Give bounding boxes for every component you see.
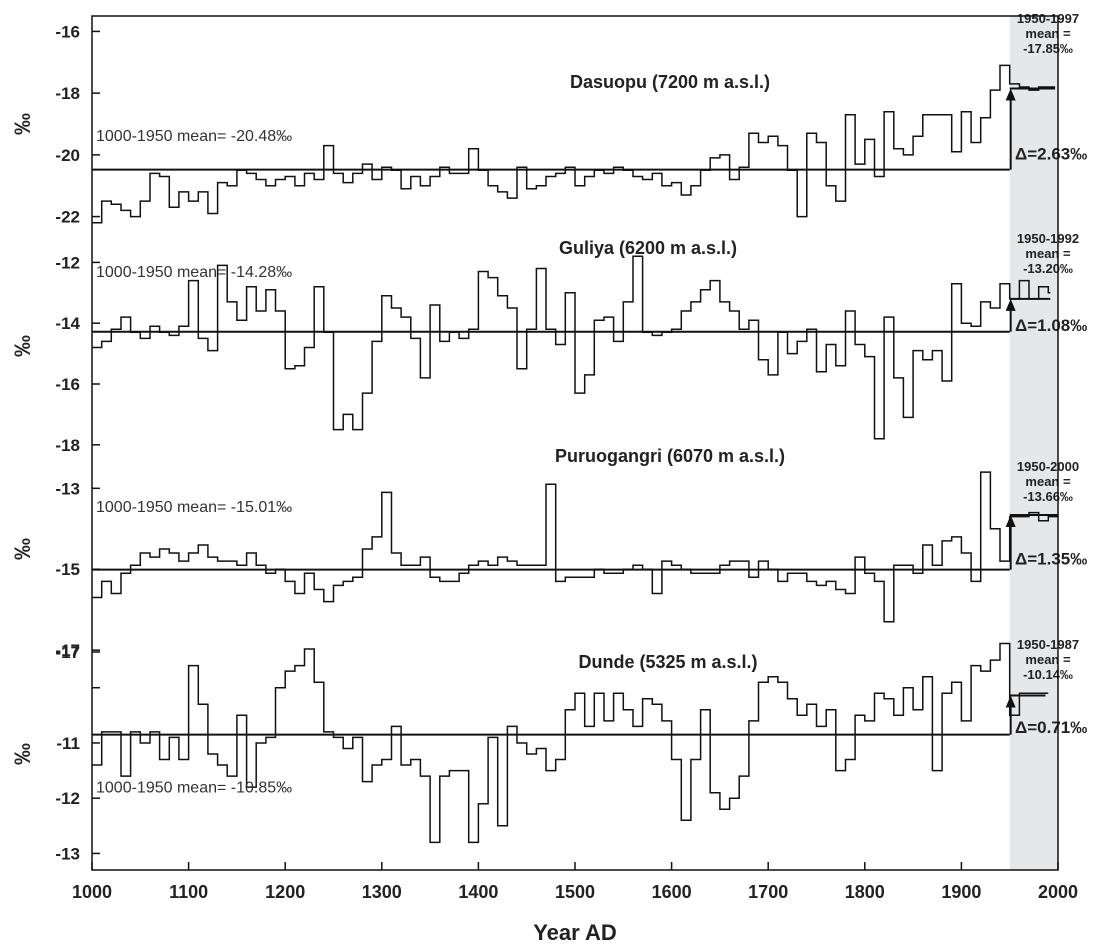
panel-1: -12 -14 -16 -18 ‰ Guliya (6200 m a.s.l.) 1000-…: [10, 231, 1087, 455]
panel-title: Guliya (6200 m a.s.l.): [559, 238, 737, 258]
y-axis-label: ‰: [10, 113, 35, 135]
y-tick-label: -16: [55, 22, 80, 41]
y-tick-label: -14: [55, 314, 80, 333]
baseline-mean-label: 1000-1950 mean= -10.85‰: [96, 780, 292, 797]
y-tick-label: -12: [55, 789, 80, 808]
panel-title: Dasuopu (7200 m a.s.l.): [570, 72, 770, 92]
y-axis-label: ‰: [10, 335, 35, 357]
y-tick-label: -12: [55, 253, 80, 272]
baseline-mean-label: 1000-1950 mean= -20.48‰: [96, 128, 292, 145]
delta-arrow-head: [1005, 515, 1016, 528]
recent-mean-label: 1950-1992: [1017, 231, 1079, 246]
recent-mean-label: mean =: [1025, 26, 1071, 41]
y-tick-label: -13: [55, 844, 80, 863]
delta-label: Δ=2.63‰: [1015, 144, 1087, 163]
series-line: [92, 255, 1051, 440]
x-axis-label: Year AD: [533, 920, 617, 945]
panel-title: Puruogangri (6070 m a.s.l.): [555, 446, 785, 466]
panel-0: -16 -18 -20 -22 ‰ Dasuopu (7200 m a.s.l.) 1000…: [10, 11, 1087, 227]
x-tick-label: 1400: [458, 882, 498, 902]
shaded-recent-period: [1009, 16, 1058, 870]
y-axis-label: ‰: [10, 743, 35, 765]
y-tick-label: -20: [55, 146, 80, 165]
recent-mean-label: -13.66‰: [1023, 489, 1073, 504]
series-line: [92, 642, 1049, 844]
recent-mean-label: 1950-1987: [1017, 637, 1079, 652]
recent-mean-label: -13.20‰: [1023, 261, 1073, 276]
x-axis: 1000 1100 1200 1300 1400 1500 1600 1700 1800 1900…: [72, 862, 1078, 902]
recent-mean-label: 1950-1997: [1017, 11, 1079, 26]
x-tick-label: 1700: [748, 882, 788, 902]
x-tick-label: 1600: [652, 882, 692, 902]
series-line: [92, 64, 1056, 224]
recent-mean-label: mean =: [1025, 652, 1071, 667]
y-tick-label: -22: [55, 208, 80, 227]
y-tick-label: -16: [55, 375, 80, 394]
panels-layer: -16 -18 -20 -22 ‰ Dasuopu (7200 m a.s.l.) 1000…: [10, 11, 1087, 863]
delta-arrow-head: [1005, 88, 1016, 101]
y-tick-label: -18: [55, 84, 80, 103]
panel-2: -13 -15 -17 ‰ Puruogangri (6070 m a.s.l.) 100…: [10, 446, 1087, 660]
baseline-mean-label: 1000-1950 mean= -14.28‰: [96, 264, 292, 281]
recent-mean-label: mean =: [1025, 474, 1071, 489]
y-tick-label: -17: [55, 641, 80, 660]
y-tick-label: -17: [55, 643, 80, 662]
x-tick-label: 1300: [362, 882, 402, 902]
recent-mean-label: -17.85‰: [1023, 41, 1073, 56]
panel-3: -11 -12 -13 -17 ‰ Dunde (5325 m a.s.l.) 1000-1…: [10, 637, 1087, 863]
x-tick-label: 1900: [941, 882, 981, 902]
x-tick-label: 2000: [1038, 882, 1078, 902]
panel-title: Dunde (5325 m a.s.l.): [578, 652, 757, 672]
y-tick-label: -15: [55, 560, 80, 579]
y-axis-label: ‰: [10, 538, 35, 560]
delta-arrow-head: [1005, 298, 1016, 311]
delta-label: Δ=1.35‰: [1015, 550, 1087, 569]
recent-mean-label: -10.14‰: [1023, 667, 1073, 682]
x-tick-label: 1500: [555, 882, 595, 902]
baseline-mean-label: 1000-1950 mean= -15.01‰: [96, 499, 292, 516]
delta-arrow-head: [1005, 695, 1016, 708]
y-tick-label: -18: [55, 436, 80, 455]
y-tick-label: -11: [56, 734, 80, 753]
series-line: [92, 471, 1058, 623]
x-tick-label: 1100: [169, 882, 208, 902]
delta-label: Δ=1.08‰: [1015, 316, 1087, 335]
x-tick-label: 1000: [72, 882, 112, 902]
y-tick-label: -13: [55, 479, 80, 498]
x-tick-label: 1200: [265, 882, 305, 902]
delta-label: Δ=0.71‰: [1015, 718, 1087, 737]
recent-mean-label: 1950-2000: [1017, 459, 1079, 474]
recent-mean-label: mean =: [1025, 246, 1071, 261]
x-tick-label: 1800: [845, 882, 885, 902]
